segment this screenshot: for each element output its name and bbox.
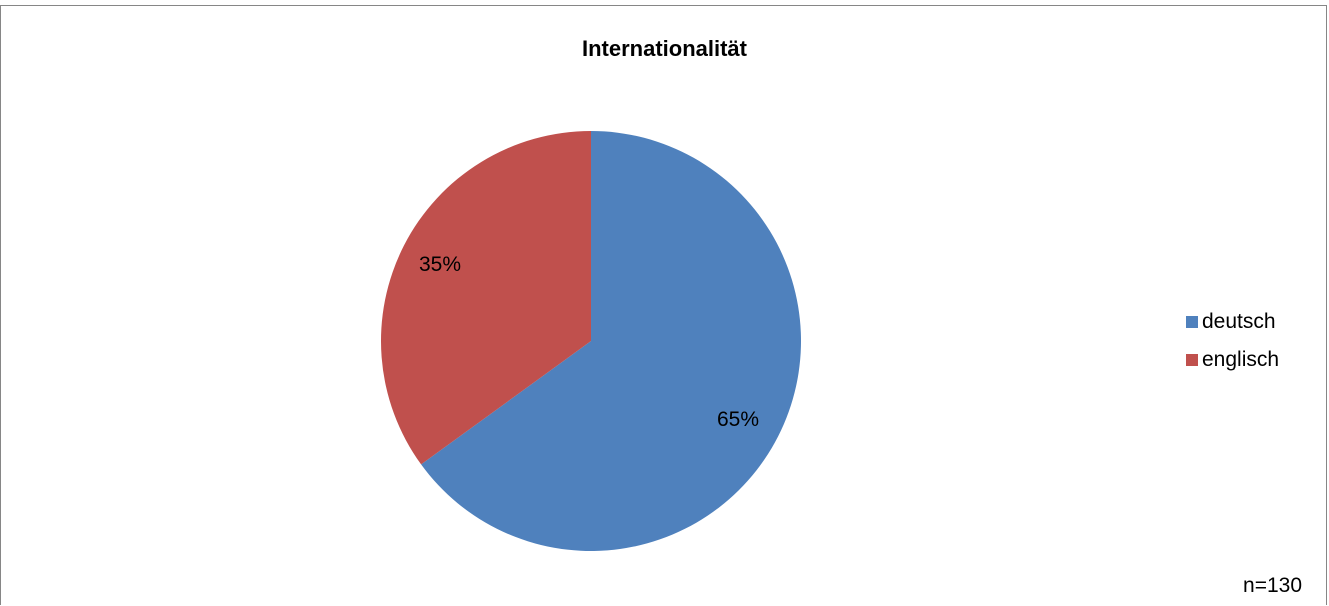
chart-title: Internationalität [581, 36, 747, 61]
legend-swatch-englisch [1186, 354, 1198, 366]
legend: deutsch englisch [1186, 303, 1279, 379]
legend-item-englisch: englisch [1186, 341, 1279, 379]
data-label-deutsch: 65% [717, 408, 759, 431]
pie-slice-deutsch [421, 131, 801, 552]
pie-chart: 65% 35% [381, 131, 801, 552]
legend-label-englisch: englisch [1202, 348, 1280, 371]
data-label-englisch: 35% [419, 253, 461, 276]
sample-size-note: n=130 [1243, 574, 1302, 597]
legend-item-deutsch: deutsch [1186, 303, 1279, 341]
pie-slice-englisch [381, 131, 591, 465]
legend-swatch-deutsch [1186, 316, 1198, 328]
chart-area: Internationalität 65% 35% deutsch englisc… [0, 5, 1327, 605]
legend-label-deutsch: deutsch [1202, 310, 1276, 333]
